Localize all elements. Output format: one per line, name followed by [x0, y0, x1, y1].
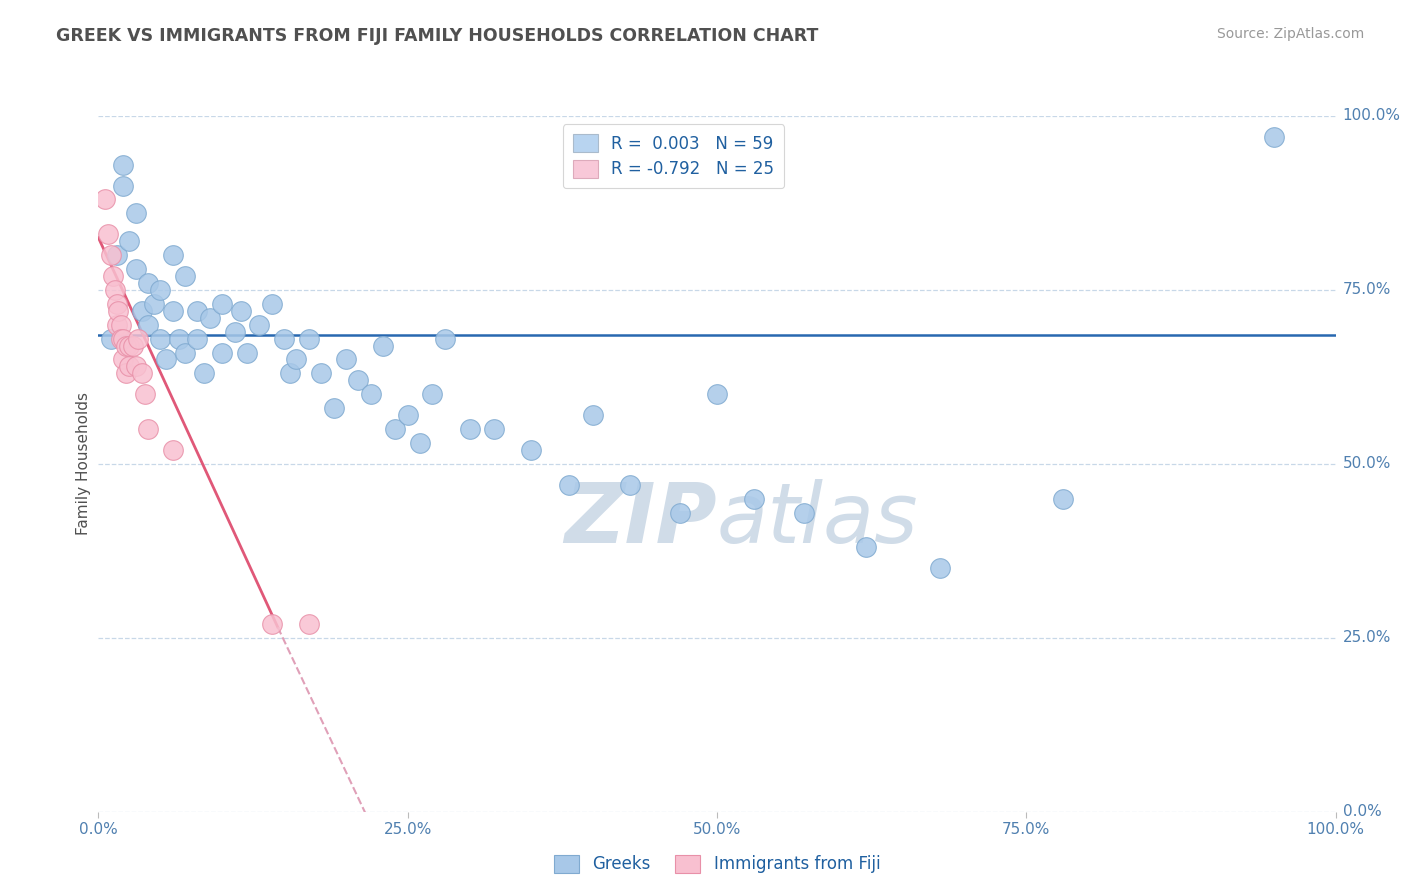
Text: 50.0%: 50.0%: [1343, 457, 1391, 471]
Legend: Greeks, Immigrants from Fiji: Greeks, Immigrants from Fiji: [547, 848, 887, 880]
Point: [124, 206, 146, 220]
Point: [114, 338, 136, 352]
Point: [273, 332, 295, 346]
Point: [186, 332, 208, 346]
Point: [103, 268, 125, 283]
Point: [105, 318, 128, 332]
Point: [193, 367, 215, 381]
Text: ZIP: ZIP: [564, 479, 717, 560]
Text: atlas: atlas: [717, 479, 918, 560]
Point: [928, 561, 950, 575]
Point: [211, 297, 233, 311]
Text: 100.0%: 100.0%: [1343, 109, 1400, 123]
Point: [520, 442, 543, 457]
Point: [1263, 129, 1285, 144]
Point: [224, 325, 246, 339]
Point: [131, 303, 153, 318]
Point: [322, 401, 344, 416]
Point: [114, 367, 136, 381]
Point: [198, 310, 221, 325]
Point: [309, 367, 332, 381]
Point: [384, 422, 406, 436]
Y-axis label: Family Households: Family Households: [76, 392, 91, 535]
Point: [124, 262, 146, 277]
Point: [360, 387, 382, 401]
Point: [118, 338, 141, 352]
Point: [118, 359, 141, 374]
Point: [422, 387, 444, 401]
Point: [100, 248, 122, 262]
Point: [247, 318, 270, 332]
Point: [409, 436, 432, 450]
Point: [112, 352, 135, 367]
Text: GREEK VS IMMIGRANTS FROM FIJI FAMILY HOUSEHOLDS CORRELATION CHART: GREEK VS IMMIGRANTS FROM FIJI FAMILY HOU…: [56, 27, 818, 45]
Point: [557, 477, 579, 491]
Point: [371, 338, 394, 352]
Point: [211, 345, 233, 359]
Point: [433, 332, 456, 346]
Point: [742, 491, 765, 506]
Point: [124, 359, 146, 374]
Point: [155, 352, 177, 367]
Point: [260, 297, 283, 311]
Point: [136, 276, 159, 290]
Point: [97, 227, 120, 242]
Point: [112, 178, 135, 193]
Point: [110, 332, 132, 346]
Point: [278, 367, 301, 381]
Point: [118, 234, 141, 248]
Point: [149, 283, 172, 297]
Point: [229, 303, 252, 318]
Point: [347, 373, 370, 387]
Point: [1052, 491, 1074, 506]
Point: [174, 345, 197, 359]
Point: [143, 297, 166, 311]
Point: [110, 318, 132, 332]
Text: Source: ZipAtlas.com: Source: ZipAtlas.com: [1216, 27, 1364, 41]
Point: [619, 477, 641, 491]
Point: [127, 332, 149, 346]
Point: [105, 248, 128, 262]
Point: [855, 541, 877, 555]
Point: [93, 193, 115, 207]
Point: [100, 332, 122, 346]
Point: [458, 422, 481, 436]
Point: [260, 616, 283, 631]
Point: [136, 422, 159, 436]
Point: [396, 408, 419, 422]
Point: [793, 506, 815, 520]
Point: [285, 352, 308, 367]
Point: [105, 297, 128, 311]
Point: [107, 303, 129, 318]
Point: [167, 332, 190, 346]
Point: [149, 332, 172, 346]
Text: 75.0%: 75.0%: [1343, 283, 1391, 297]
Point: [103, 283, 125, 297]
Point: [162, 248, 184, 262]
Point: [136, 318, 159, 332]
Point: [298, 332, 321, 346]
Point: [162, 303, 184, 318]
Point: [112, 158, 135, 172]
Point: [174, 268, 197, 283]
Point: [669, 506, 692, 520]
Point: [112, 332, 135, 346]
Point: [122, 338, 145, 352]
Point: [298, 616, 321, 631]
Point: [236, 345, 259, 359]
Text: 25.0%: 25.0%: [1343, 631, 1391, 645]
Point: [162, 442, 184, 457]
Point: [335, 352, 357, 367]
Point: [582, 408, 605, 422]
Point: [706, 387, 728, 401]
Point: [186, 303, 208, 318]
Text: 0.0%: 0.0%: [1343, 805, 1382, 819]
Point: [131, 367, 153, 381]
Point: [484, 422, 506, 436]
Point: [134, 387, 156, 401]
